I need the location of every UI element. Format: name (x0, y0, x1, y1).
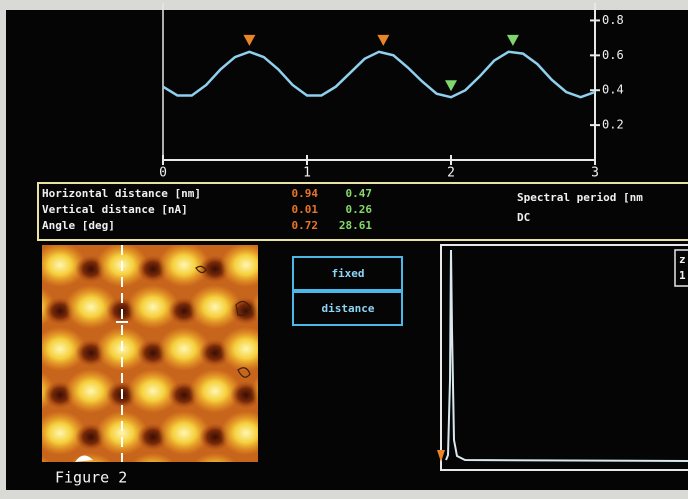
table-label: Angle [deg] (42, 219, 115, 232)
table-value: 28.61 (339, 219, 372, 232)
button-fixed[interactable]: fixed (331, 267, 364, 280)
table-label: Vertical distance [nA] (42, 203, 188, 216)
y-tick-label: 0.6 (602, 48, 624, 62)
screen: 0 1 2 3 0.2 0.4 0.6 0.8 Horizontal distance [nm… (0, 0, 688, 499)
table-value: 0.72 (292, 219, 319, 232)
spectral-value: DC (517, 211, 530, 224)
x-tick-label: 3 (591, 166, 599, 181)
side-box-text: 1 (679, 269, 686, 282)
button-distance[interactable]: distance (322, 302, 375, 315)
x-tick-label: 2 (447, 166, 455, 181)
caption: Figure 2 (55, 469, 127, 487)
table-value: 0.01 (292, 203, 319, 216)
table-value: 0.47 (346, 187, 373, 200)
side-box-text: z (679, 253, 686, 266)
x-tick-label: 0 (159, 166, 167, 181)
table-label: Horizontal distance [nm] (42, 187, 201, 200)
y-tick-label: 0.8 (602, 13, 624, 27)
y-tick-label: 0.4 (602, 83, 624, 97)
page: {"chart_data":{"type":"line","color":"#8… (0, 0, 688, 499)
table-value: 0.26 (346, 203, 373, 216)
table-value: 0.94 (292, 187, 319, 200)
x-tick-label: 1 (303, 166, 311, 181)
y-tick-label: 0.2 (602, 118, 624, 132)
spectral-label: Spectral period [nm (517, 191, 643, 204)
